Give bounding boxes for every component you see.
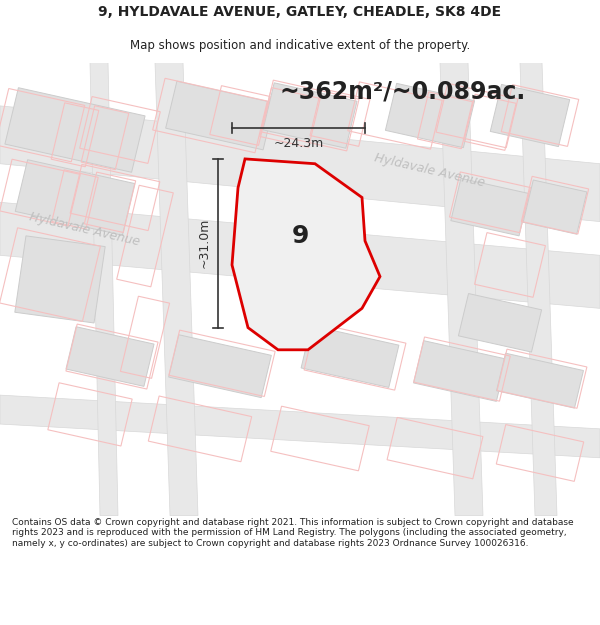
Polygon shape [169, 335, 271, 398]
Text: 9: 9 [292, 224, 308, 248]
Text: ~31.0m: ~31.0m [197, 218, 211, 269]
Text: Hyldavale Avenue: Hyldavale Avenue [28, 210, 142, 248]
Polygon shape [301, 326, 399, 388]
Polygon shape [232, 159, 380, 350]
Polygon shape [451, 178, 529, 236]
Polygon shape [413, 341, 506, 401]
Polygon shape [166, 81, 274, 150]
Polygon shape [440, 62, 483, 516]
Text: 9, HYLDAVALE AVENUE, GATLEY, CHEADLE, SK8 4DE: 9, HYLDAVALE AVENUE, GATLEY, CHEADLE, SK… [98, 6, 502, 19]
Polygon shape [90, 62, 118, 516]
Polygon shape [0, 106, 600, 222]
Polygon shape [155, 62, 198, 516]
Polygon shape [490, 84, 570, 147]
Polygon shape [458, 294, 542, 352]
Polygon shape [385, 83, 475, 148]
Polygon shape [66, 327, 154, 386]
Polygon shape [15, 236, 105, 323]
Polygon shape [497, 353, 583, 408]
Polygon shape [15, 160, 135, 235]
Polygon shape [0, 395, 600, 458]
Polygon shape [0, 202, 600, 308]
Polygon shape [523, 180, 587, 234]
Polygon shape [520, 62, 557, 516]
Text: ~362m²/~0.089ac.: ~362m²/~0.089ac. [280, 79, 526, 103]
Text: Contains OS data © Crown copyright and database right 2021. This information is : Contains OS data © Crown copyright and d… [12, 518, 574, 548]
Polygon shape [263, 83, 357, 148]
Polygon shape [5, 88, 145, 172]
Text: Hyldavale Avenue: Hyldavale Avenue [373, 151, 487, 189]
Text: Map shows position and indicative extent of the property.: Map shows position and indicative extent… [130, 39, 470, 51]
Text: ~24.3m: ~24.3m [274, 137, 323, 150]
